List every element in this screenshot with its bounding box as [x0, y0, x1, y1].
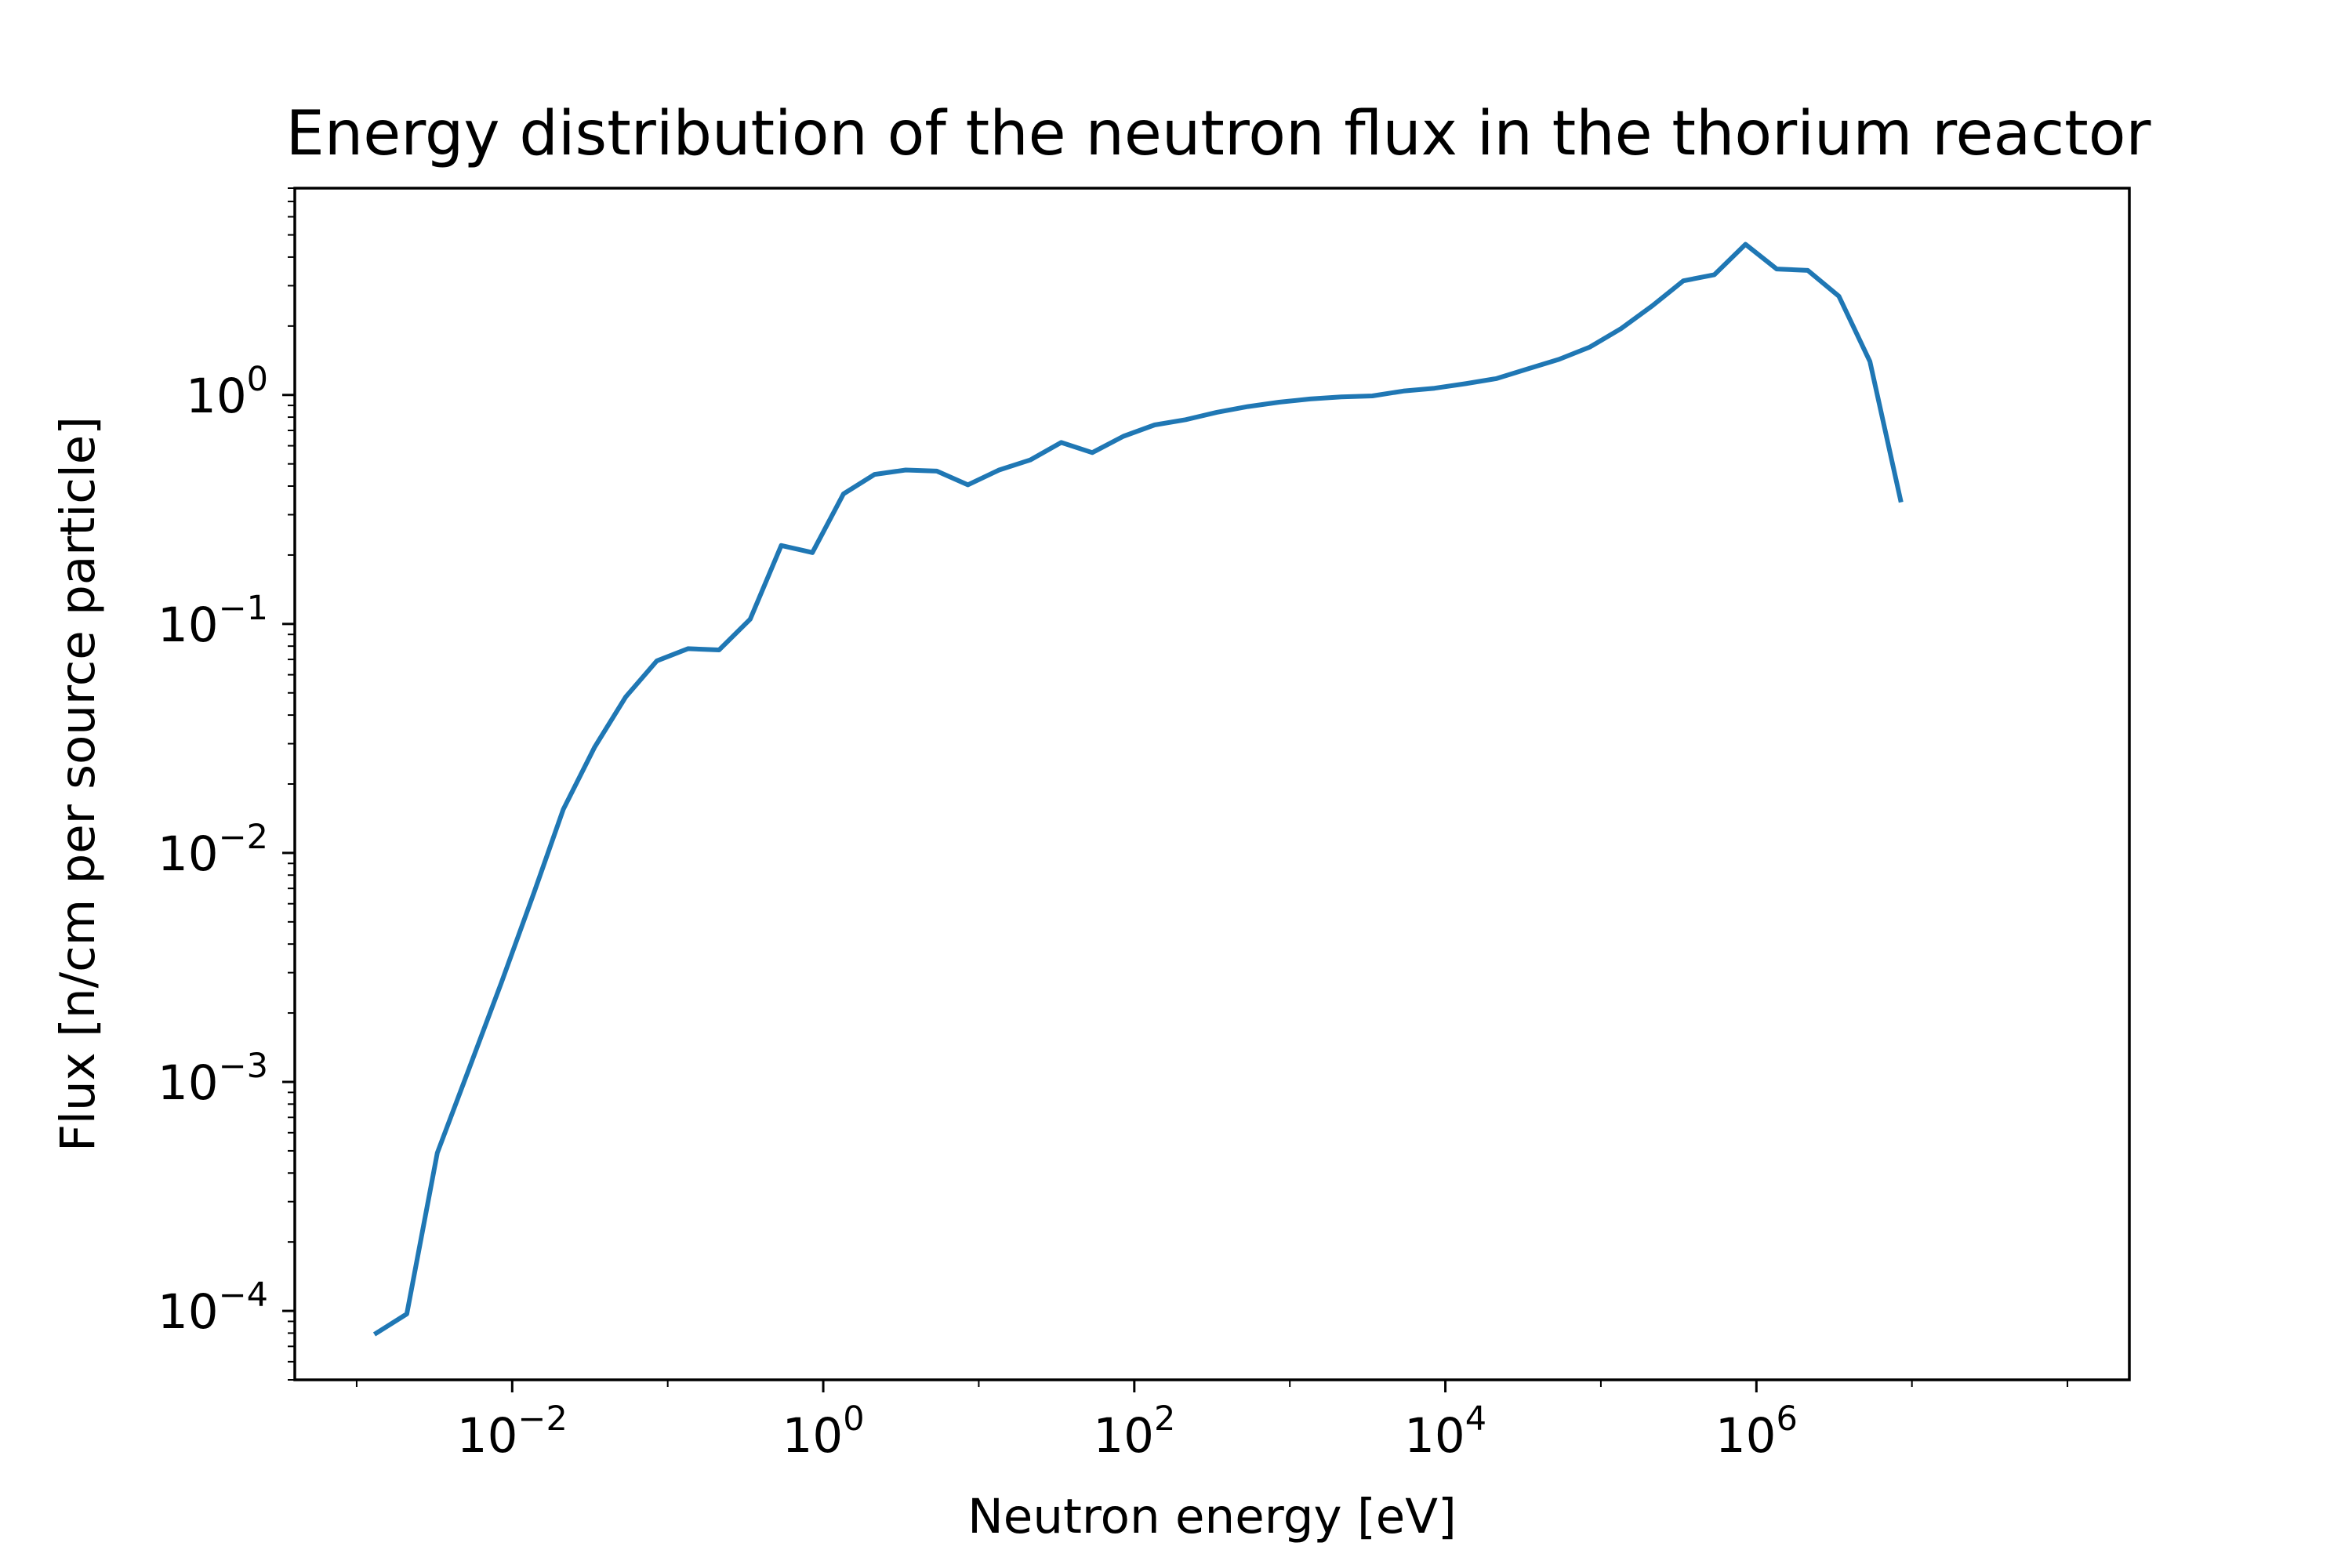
y-tick-base: 10	[158, 826, 219, 882]
x-tick-base: 10	[782, 1408, 844, 1464]
x-tick-exponent: 0	[843, 1399, 864, 1439]
x-tick-exponent: 4	[1465, 1399, 1486, 1439]
x-tick-base: 10	[457, 1408, 518, 1464]
x-tick-base: 10	[1404, 1408, 1465, 1464]
y-tick-exponent: 0	[247, 360, 268, 399]
x-tick-base: 10	[1093, 1408, 1154, 1464]
y-tick-base: 10	[186, 368, 247, 424]
series-line	[372, 241, 1904, 1337]
plot-frame	[293, 187, 2131, 1381]
y-tick-label: 10−3	[158, 1047, 268, 1111]
chart-title: Energy distribution of the neutron flux …	[286, 99, 2152, 169]
y-tick-exponent: −3	[219, 1047, 268, 1086]
x-tick-exponent: 2	[1154, 1399, 1175, 1439]
y-tick-exponent: −1	[219, 589, 268, 628]
y-tick-label: 100	[186, 360, 268, 424]
x-tick-exponent: 6	[1776, 1399, 1797, 1439]
x-axis-ticks: 10−2 100 102 104 106	[355, 1380, 2069, 1464]
y-tick-base: 10	[158, 597, 219, 653]
x-tick-label: 104	[1404, 1399, 1486, 1464]
y-tick-exponent: −2	[219, 818, 268, 857]
y-tick-base: 10	[158, 1055, 219, 1111]
y-tick-label: 10−4	[158, 1276, 268, 1340]
y-axis-label: Flux [n/cm per source particle]	[50, 416, 106, 1152]
y-tick-exponent: −4	[219, 1276, 268, 1315]
x-tick-label: 102	[1093, 1399, 1175, 1464]
x-tick-label: 106	[1715, 1399, 1798, 1464]
x-tick-base: 10	[1715, 1408, 1777, 1464]
y-tick-base: 10	[158, 1284, 219, 1340]
x-tick-exponent: −2	[517, 1399, 567, 1439]
y-tick-label: 10−1	[158, 589, 268, 653]
x-tick-label: 10−2	[457, 1399, 568, 1464]
x-tick-label: 100	[782, 1399, 865, 1464]
y-tick-label: 10−2	[158, 818, 268, 882]
x-axis-label: Neutron energy [eV]	[967, 1489, 1457, 1544]
